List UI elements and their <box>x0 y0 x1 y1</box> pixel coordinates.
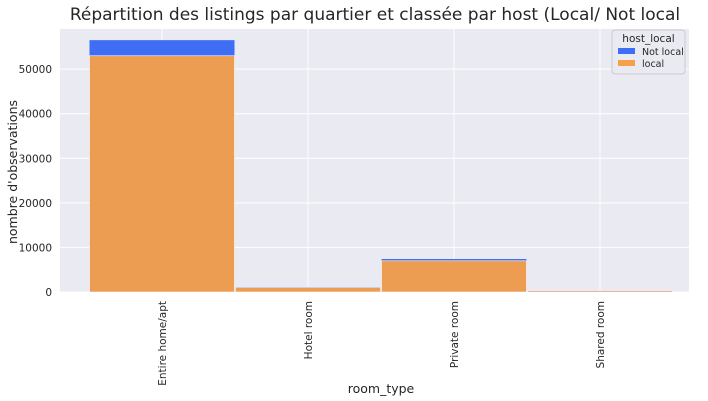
legend-swatch <box>618 48 635 54</box>
bar-local <box>235 287 381 293</box>
legend-swatch <box>618 60 635 66</box>
x-tick-label: Entire home/apt <box>157 301 169 386</box>
bars <box>89 40 673 293</box>
y-axis-ticks: 0 10000 20000 30000 40000 50000 <box>19 64 52 299</box>
y-tick-label: 20000 <box>19 198 52 210</box>
y-tick-label: 30000 <box>19 153 52 165</box>
chart-title: Répartition des listings par quartier et… <box>70 5 680 25</box>
y-tick-label: 40000 <box>19 109 52 121</box>
x-tick-label: Private room <box>449 301 461 368</box>
y-tick-label: 0 <box>45 287 52 299</box>
legend-entry: Not local <box>642 47 684 58</box>
bar-local <box>89 55 235 293</box>
bar-local <box>381 260 527 293</box>
legend-entry: local <box>642 59 664 70</box>
bar-local <box>527 290 673 293</box>
x-axis-label: room_type <box>348 381 415 396</box>
y-tick-label: 10000 <box>19 242 52 254</box>
y-tick-label: 50000 <box>19 64 52 76</box>
x-tick-label: Shared room <box>595 301 607 368</box>
x-axis-ticks: Entire home/apt Hotel room Private room Sha… <box>157 301 607 386</box>
legend-title: host_local <box>622 33 674 45</box>
y-axis-label: nombre d'observations <box>5 100 20 244</box>
x-tick-label: Hotel room <box>303 301 315 359</box>
